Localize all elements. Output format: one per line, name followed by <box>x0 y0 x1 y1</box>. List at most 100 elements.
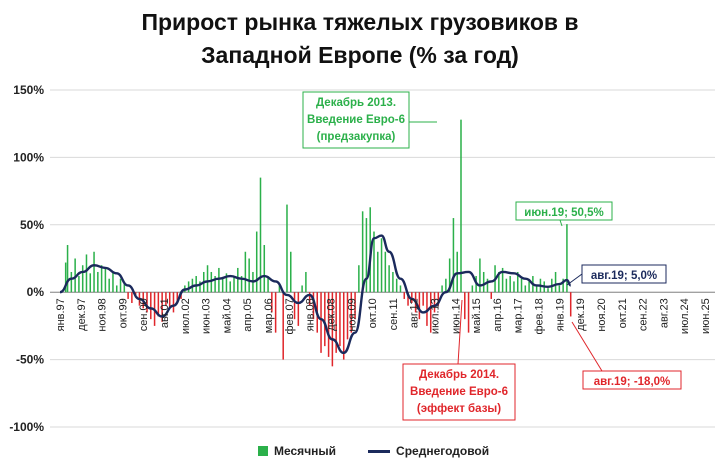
monthly-bar <box>358 265 360 293</box>
monthly-bar <box>206 265 209 293</box>
annotation-leader <box>457 299 463 365</box>
monthly-bar <box>501 267 504 293</box>
monthly-bar <box>293 292 296 320</box>
monthly-bar <box>229 281 231 293</box>
x-tick-label: июн.14 <box>450 298 462 334</box>
monthly-bar <box>452 218 455 293</box>
monthly-bar <box>115 285 118 293</box>
monthly-bar <box>528 281 530 293</box>
monthly-bar <box>509 276 511 293</box>
monthly-bar <box>131 292 133 303</box>
monthly-bar <box>240 276 243 293</box>
monthly-bar <box>547 288 549 293</box>
chart-title-line2: Западной Европе (% за год) <box>201 42 519 68</box>
monthly-bar <box>392 271 394 293</box>
monthly-bar <box>448 258 451 293</box>
x-tick-label: авг.23 <box>658 298 670 328</box>
monthly-bar <box>70 271 73 293</box>
monthly-bar <box>346 292 349 340</box>
annotation-leader <box>571 321 603 372</box>
monthly-bar <box>388 265 390 293</box>
monthly-bar <box>210 271 213 293</box>
monthly-bar <box>361 211 364 293</box>
monthly-bar <box>467 292 470 333</box>
monthly-bar <box>380 238 383 293</box>
annotation-text: (эффект базы) <box>417 403 501 415</box>
y-tick-label: 0% <box>27 285 45 299</box>
monthly-bar <box>411 292 413 303</box>
x-tick-label: дек.97 <box>76 298 88 331</box>
monthly-bar <box>176 292 179 303</box>
monthly-bar <box>460 119 462 293</box>
monthly-bar <box>308 292 311 306</box>
monthly-bar <box>278 285 281 293</box>
monthly-bar <box>74 258 76 293</box>
y-tick-label: -50% <box>16 353 44 367</box>
monthly-bar <box>78 276 80 293</box>
chart-title: Прирост рынка тяжелых грузовиков в Запад… <box>0 6 720 72</box>
monthly-bar <box>233 276 235 293</box>
annotation-box <box>515 201 613 221</box>
monthly-bar <box>305 271 307 293</box>
monthly-bar <box>161 292 163 322</box>
x-tick-label: дек.08 <box>325 298 337 331</box>
monthly-bar <box>64 262 67 293</box>
monthly-bar <box>259 177 262 293</box>
monthly-bar <box>479 258 481 293</box>
annotation-text: авг.19; -18,0% <box>594 376 671 388</box>
legend-monthly-swatch <box>258 446 268 456</box>
annotation-text: Декабрь 2013. <box>316 97 396 109</box>
monthly-bar <box>81 265 84 293</box>
monthly-bar <box>85 254 88 293</box>
x-tick-label: янв.08 <box>305 298 317 331</box>
annotation-box <box>582 370 682 390</box>
monthly-bar <box>562 278 564 293</box>
annotation-box <box>402 363 516 421</box>
x-tick-label: июн.25 <box>700 298 712 334</box>
monthly-bar <box>248 258 250 293</box>
monthly-bar <box>464 292 466 320</box>
monthly-bar <box>108 278 110 293</box>
average-line <box>59 234 572 355</box>
monthly-bar <box>335 292 337 353</box>
monthly-bar <box>384 251 387 293</box>
y-tick-label: -100% <box>9 420 44 434</box>
legend-monthly-label: Месячный <box>274 444 337 458</box>
x-tick-label: июл.13 <box>430 298 442 334</box>
y-tick-label: 150% <box>13 83 44 97</box>
monthly-bar <box>498 271 500 293</box>
monthly-bar <box>282 292 284 360</box>
x-tick-label: июл.24 <box>679 298 691 334</box>
monthly-bar <box>569 292 572 317</box>
monthly-bar <box>127 292 129 299</box>
monthly-bar <box>433 292 436 313</box>
monthly-bar <box>554 271 557 293</box>
x-tick-label: дек.19 <box>575 298 587 331</box>
monthly-bar <box>187 281 190 293</box>
monthly-bar <box>520 278 523 293</box>
monthly-bar <box>320 292 322 353</box>
monthly-bar <box>445 278 447 293</box>
monthly-bar <box>418 292 421 320</box>
monthly-bar <box>286 204 288 293</box>
x-tick-label: мар.17 <box>513 298 525 333</box>
monthly-bar <box>274 292 277 333</box>
monthly-bar <box>237 267 239 293</box>
monthly-bar <box>112 271 114 293</box>
monthly-bar <box>271 292 273 313</box>
x-tick-label: ноя.09 <box>346 298 358 331</box>
monthly-bar <box>429 292 432 333</box>
x-tick-label: апр.05 <box>242 298 254 331</box>
x-tick-label: авг.01 <box>159 298 171 328</box>
monthly-bar <box>100 265 103 293</box>
annotation-text: Введение Евро-6 <box>307 114 405 126</box>
x-tick-label: янв.97 <box>55 298 67 331</box>
annotation-leader <box>559 219 563 227</box>
monthly-bar <box>255 231 258 293</box>
monthly-bar <box>150 292 152 320</box>
x-tick-label: окт.10 <box>367 298 379 328</box>
legend: Месячный Среднегодовой <box>258 444 489 458</box>
monthly-bar <box>165 292 167 306</box>
monthly-bar <box>437 292 440 306</box>
